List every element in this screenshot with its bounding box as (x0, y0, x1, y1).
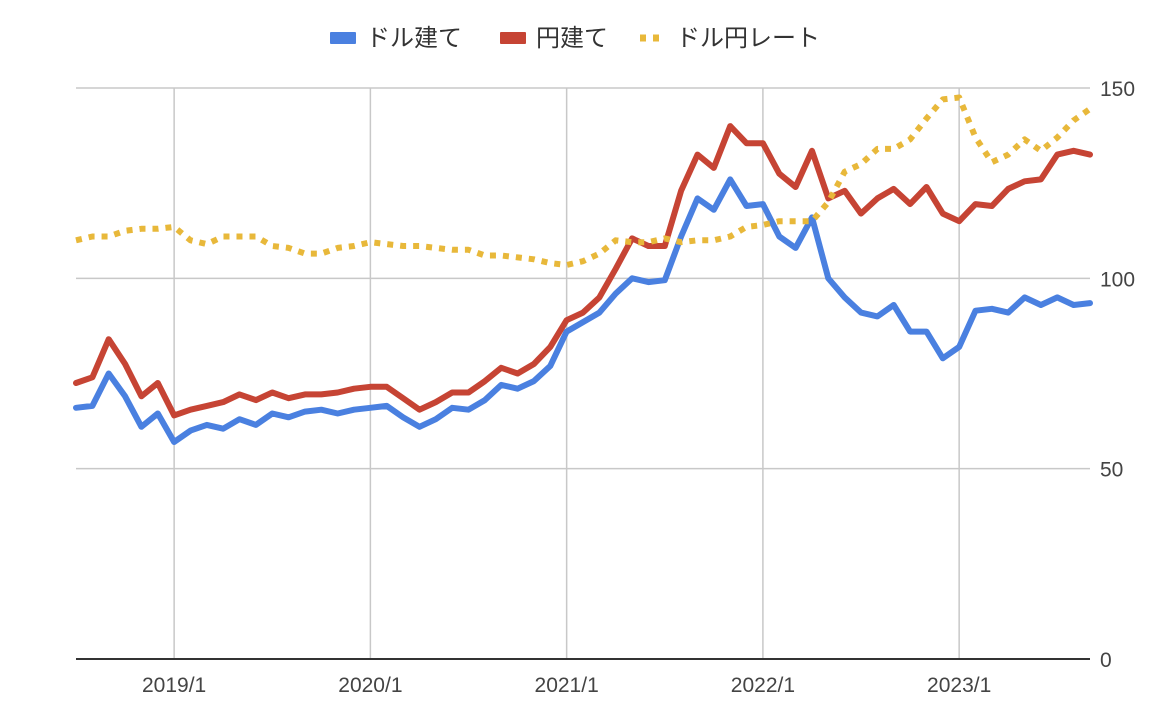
y-axis-ticks: 0 50 100 150 (1100, 78, 1135, 672)
legend-label: 円建て (536, 25, 608, 52)
x-axis-ticks: 2019/1 2020/1 2021/1 2022/1 2023/1 (142, 674, 991, 697)
legend-label: ドル円レート (676, 25, 820, 52)
series-line-1 (73, 123, 1093, 419)
x-tick-label: 2023/1 (927, 674, 991, 697)
y-tick-label: 0 (1100, 649, 1112, 672)
x-tick-label: 2019/1 (142, 674, 206, 697)
legend-label: ドル建て (366, 25, 462, 52)
legend-swatch (330, 32, 356, 44)
series-lines (73, 94, 1093, 445)
legend: ドル建て 円建て ドル円レート (330, 25, 820, 52)
x-tick-label: 2022/1 (731, 674, 795, 697)
x-tick-label: 2020/1 (338, 674, 402, 697)
y-tick-label: 150 (1100, 78, 1135, 101)
gridlines (76, 87, 1090, 659)
y-tick-label: 50 (1100, 459, 1123, 482)
x-tick-label: 2021/1 (535, 674, 599, 697)
legend-swatch (500, 32, 526, 44)
series-line-0 (73, 176, 1093, 445)
series-line-2 (75, 94, 1092, 268)
y-tick-label: 100 (1100, 268, 1135, 291)
